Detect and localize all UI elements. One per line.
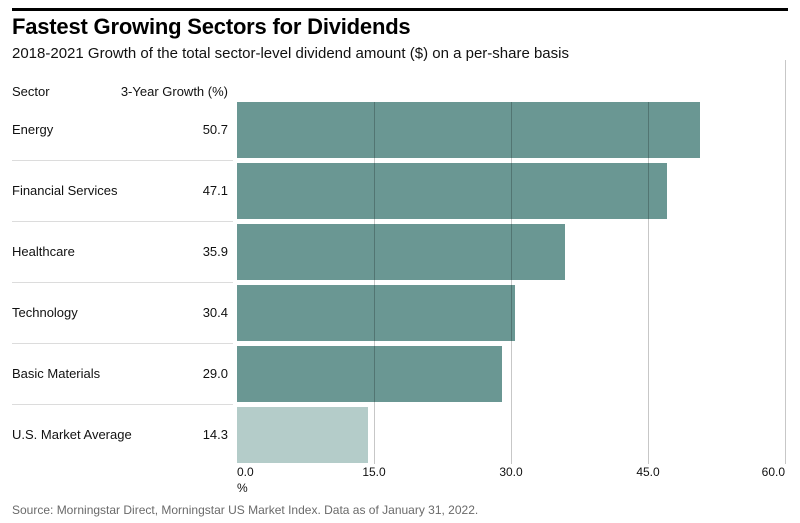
growth-bar bbox=[237, 407, 368, 463]
growth-bar bbox=[237, 224, 565, 280]
row-divider bbox=[12, 221, 233, 222]
growth-value: 14.3 bbox=[202, 427, 228, 442]
gridline bbox=[374, 102, 375, 464]
top-rule bbox=[12, 8, 788, 11]
row-divider bbox=[12, 343, 233, 344]
gridline bbox=[511, 102, 512, 464]
sector-label: Healthcare bbox=[12, 244, 75, 259]
growth-value: 35.9 bbox=[202, 244, 228, 259]
growth-value: 47.1 bbox=[202, 183, 228, 198]
growth-bar bbox=[237, 102, 701, 158]
x-tick-label: 60.0 bbox=[761, 465, 785, 479]
growth-bar bbox=[237, 163, 668, 219]
sector-label: U.S. Market Average bbox=[12, 427, 132, 442]
growth-value: 30.4 bbox=[202, 305, 228, 320]
x-tick-label: 45.0 bbox=[636, 465, 660, 479]
gridline bbox=[785, 60, 786, 464]
x-axis: 0.0 15.0 30.0 45.0 60.0 bbox=[237, 465, 785, 479]
growth-value: 50.7 bbox=[202, 122, 228, 137]
chart-subtitle: 2018-2021 Growth of the total sector-lev… bbox=[12, 45, 569, 62]
row-divider bbox=[12, 282, 233, 283]
page-title: Fastest Growing Sectors for Dividends bbox=[12, 14, 411, 39]
sector-label: Financial Services bbox=[12, 183, 118, 198]
growth-bar bbox=[237, 346, 502, 402]
chart-row: Basic Materials 29.0 bbox=[12, 346, 788, 402]
sector-label: Energy bbox=[12, 122, 54, 137]
sector-label: Technology bbox=[12, 305, 78, 320]
chart-row: Healthcare 35.9 bbox=[12, 224, 788, 280]
column-header-growth: 3-Year Growth (%) bbox=[120, 84, 228, 99]
source-note: Source: Morningstar Direct, Morningstar … bbox=[12, 503, 479, 517]
gridline bbox=[648, 102, 649, 464]
growth-value: 29.0 bbox=[202, 366, 228, 381]
row-divider bbox=[12, 160, 233, 161]
chart-row: Financial Services 47.1 bbox=[12, 163, 788, 219]
column-header-sector: Sector bbox=[12, 84, 50, 99]
x-tick-label: 30.0 bbox=[499, 465, 523, 479]
growth-bar bbox=[237, 285, 515, 341]
bar-chart: Energy 50.7 Financial Services 47.1 Healthca… bbox=[12, 102, 788, 465]
chart-row: Technology 30.4 bbox=[12, 285, 788, 341]
x-axis-unit-label: % bbox=[237, 481, 248, 495]
x-tick-label: 15.0 bbox=[362, 465, 386, 479]
x-tick-label: 0.0 bbox=[237, 465, 254, 479]
sector-label: Basic Materials bbox=[12, 366, 101, 381]
chart-row: Energy 50.7 bbox=[12, 102, 788, 158]
row-divider bbox=[12, 404, 233, 405]
chart-row: U.S. Market Average 14.3 bbox=[12, 407, 788, 463]
